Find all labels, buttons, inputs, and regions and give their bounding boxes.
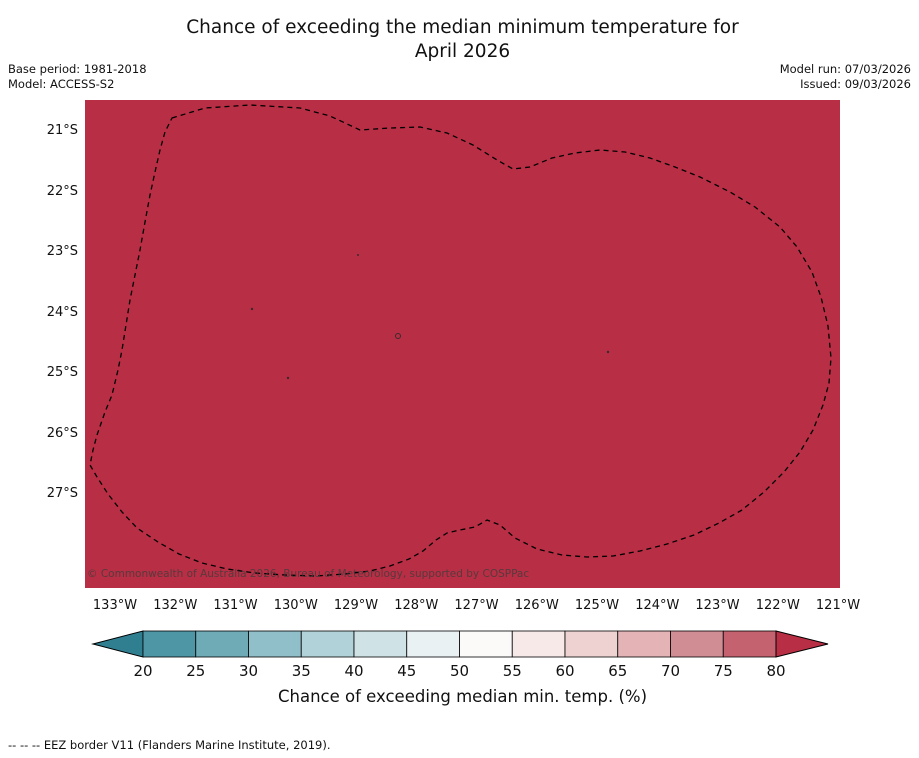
x-tick-128w: 128°W <box>394 598 439 613</box>
island-speck <box>250 307 254 311</box>
x-tick-130w: 130°W <box>273 598 318 613</box>
issued-text: Issued: 09/03/2026 <box>800 76 911 91</box>
map-canvas <box>85 100 840 588</box>
map-area: © Commonwealth of Australia 2026, Bureau… <box>85 100 840 588</box>
page-title: Chance of exceeding the median minimum t… <box>85 16 840 64</box>
y-tick-23s: 23°S <box>46 244 78 259</box>
x-tick-123w: 123°W <box>695 598 740 613</box>
cb-tick-35: 35 <box>291 662 311 680</box>
y-tick-21s: 21°S <box>46 123 78 138</box>
meta-left: Base period: 1981-2018 Model: ACCESS-S2 <box>8 62 147 91</box>
x-tick-131w: 131°W <box>213 598 258 613</box>
title-line-2: April 2026 <box>414 41 511 62</box>
base-period-text: Base period: 1981-2018 <box>8 62 147 76</box>
cb-tick-40: 40 <box>344 662 364 680</box>
x-tick-132w: 132°W <box>153 598 198 613</box>
colorbar-segment <box>353 630 408 658</box>
colorbar-segment <box>195 630 249 658</box>
colorbar-segment <box>722 630 777 658</box>
island-speck <box>606 350 610 354</box>
cb-tick-45: 45 <box>397 662 417 680</box>
cb-tick-20: 20 <box>133 662 153 680</box>
colorbar-segment <box>300 630 355 658</box>
probability-field-fill <box>85 100 840 588</box>
y-tick-22s: 22°S <box>46 183 78 199</box>
cb-tick-30: 30 <box>238 662 259 680</box>
cb-tick-60: 60 <box>555 662 575 680</box>
title-line-1: Chance of exceeding the median minimum t… <box>186 17 739 38</box>
x-tick-121w: 121°W <box>815 598 861 613</box>
x-tick-122w: 122°W <box>755 598 800 613</box>
colorbar-label: Chance of exceeding median min. temp. (%… <box>277 687 648 706</box>
meta-right: Model run: 07/03/2026 Issued: 09/03/2026 <box>780 62 911 91</box>
colorbar-segment <box>564 630 619 658</box>
island-speck <box>357 254 359 256</box>
eez-border-dashed-outline <box>89 104 832 577</box>
eez-border-note: -- -- -- EEZ border V11 (Flanders Marine… <box>8 738 331 752</box>
cb-tick-80: 80 <box>766 662 786 680</box>
x-tick-129w: 129°W <box>333 598 379 613</box>
colorbar-right-arrow <box>775 630 829 658</box>
x-tick-127w: 127°W <box>454 598 499 613</box>
y-tick-24s: 24°S <box>46 304 78 320</box>
cb-tick-65: 65 <box>608 662 628 680</box>
cb-tick-25: 25 <box>186 662 206 680</box>
colorbar-segment <box>511 630 566 658</box>
colorbar-segment <box>459 630 513 658</box>
y-tick-25s: 25°S <box>46 365 78 380</box>
cb-tick-70: 70 <box>660 662 681 680</box>
model-run-text: Model run: 07/03/2026 <box>779 62 911 76</box>
island-atoll-ring <box>395 333 401 339</box>
island-speck <box>286 376 290 380</box>
cb-tick-50: 50 <box>449 662 470 680</box>
x-tick-125w: 125°W <box>574 598 620 613</box>
colorbar <box>91 630 829 658</box>
colorbar-segment <box>406 630 460 658</box>
x-tick-133w: 133°W <box>92 598 138 613</box>
cb-tick-55: 55 <box>502 662 522 680</box>
cb-tick-75: 75 <box>713 662 733 680</box>
colorbar-segment <box>670 630 724 658</box>
y-tick-26s: 26°S <box>46 425 78 441</box>
colorbar-segment <box>142 630 197 658</box>
x-tick-126w: 126°W <box>514 598 559 613</box>
y-tick-27s: 27°S <box>46 486 78 501</box>
x-tick-124w: 124°W <box>635 598 680 613</box>
copyright-text: © Commonwealth of Australia 2026, Bureau… <box>87 568 530 580</box>
colorbar-segment <box>617 630 671 658</box>
colorbar-segment <box>248 630 302 658</box>
model-text: Model: ACCESS-S2 <box>8 76 115 91</box>
colorbar-left-arrow <box>91 630 144 658</box>
